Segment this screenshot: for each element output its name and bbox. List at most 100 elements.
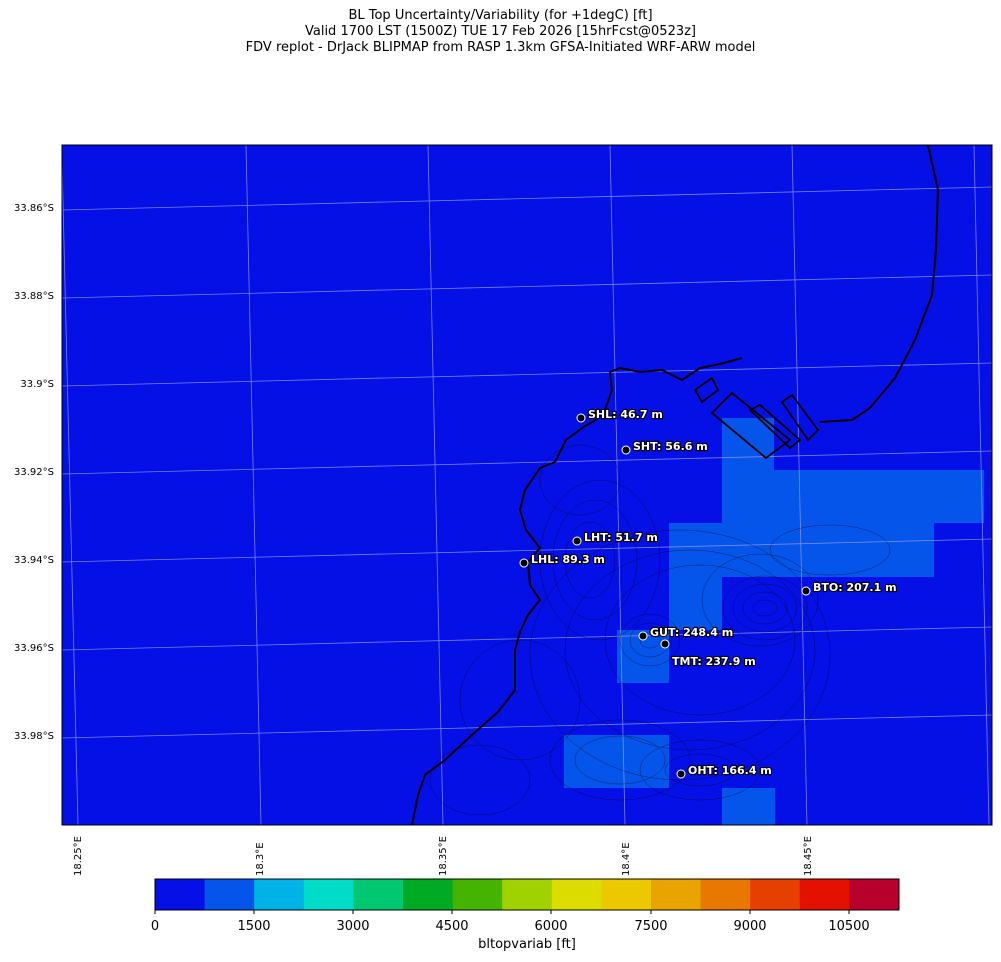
station-lht[interactable]: LHT: 51.7 m: [572, 530, 659, 546]
colorbar-cell: [700, 879, 751, 910]
colorbar-cell: [403, 879, 454, 910]
colorbar-cell: [551, 879, 602, 910]
station-marker[interactable]: [638, 631, 648, 641]
station-label: LHL: 89.3 m: [531, 553, 605, 566]
lat-label: 33.98°S: [14, 731, 54, 742]
lat-gridline: [62, 538, 992, 563]
lat-label: 33.86°S: [14, 203, 54, 214]
station-label: LHT: 51.7 m: [584, 531, 658, 544]
station-tmt[interactable]: TMT: 237.9 m: [660, 639, 757, 669]
colorbar-label: bltopvariab [ft]: [478, 937, 576, 952]
colorbar-ticks: [154, 910, 850, 914]
field-patch: [722, 470, 984, 523]
field-patch: [564, 735, 669, 788]
harbour-outlines: [693, 376, 820, 460]
station-label: GUT: 248.4 m: [650, 626, 733, 639]
colorbar-cell: [452, 879, 503, 910]
colorbar-tick-label: 9000: [733, 919, 766, 934]
longitude-labels: 18.25°E 18.3°E 18.35°E 18.4°E 18.45°E: [73, 836, 814, 876]
title-line-3: FDV replot - DrJack BLIPMAP from RASP 1.…: [245, 40, 756, 55]
stations: SHL: 46.7 m SHT: 56.6 m LHT: 51.7 m LHL:…: [519, 407, 898, 779]
harbour-pier: [780, 393, 820, 442]
colorbar-tick-label: 10500: [828, 919, 869, 934]
colorbar-cell: [849, 879, 900, 910]
lat-gridline: [62, 626, 992, 651]
latitude-labels: 33.86°S 33.88°S 33.9°S 33.92°S 33.94°S 3…: [14, 203, 54, 742]
lon-label: 18.3°E: [255, 842, 266, 876]
lat-gridline: [62, 186, 992, 211]
title-line-1: BL Top Uncertainty/Variability (for +1de…: [348, 8, 653, 23]
colorbar-tick-label: 6000: [534, 919, 567, 934]
station-marker[interactable]: [801, 586, 811, 596]
map-title: BL Top Uncertainty/Variability (for +1de…: [0, 8, 1001, 56]
lat-label: 33.88°S: [14, 291, 54, 302]
colorbar-cell: [303, 879, 354, 910]
colorbar-tick-labels: 0 1500 3000 4500 6000 7500 9000 10500: [151, 919, 870, 934]
lat-gridline: [62, 274, 992, 299]
station-label: OHT: 166.4 m: [688, 764, 772, 777]
colorbar: 0 1500 3000 4500 6000 7500 9000 10500 bl…: [151, 878, 900, 952]
colorbar-tick-label: 0: [151, 919, 159, 934]
station-bto[interactable]: BTO: 207.1 m: [801, 580, 898, 596]
colorbar-cell: [651, 879, 702, 910]
lon-label: 18.35°E: [438, 836, 449, 876]
colorbar-cells: [155, 879, 900, 910]
station-label: SHL: 46.7 m: [588, 408, 663, 421]
colorbar-cell: [502, 879, 553, 910]
lon-gridline: [427, 145, 444, 825]
station-gut[interactable]: GUT: 248.4 m: [638, 625, 734, 641]
lon-gridline: [62, 159, 79, 825]
coastline-path: [819, 145, 940, 423]
colorbar-tick-label: 3000: [336, 919, 369, 934]
colorbar-cell: [155, 879, 206, 910]
coastline: [411, 145, 940, 825]
title-line-2: Valid 1700 LST (1500Z) TUE 17 Feb 2026 […: [304, 24, 697, 39]
field-patch: [669, 576, 722, 630]
colorbar-cell: [353, 879, 404, 910]
lon-gridline: [973, 145, 990, 825]
colorbar-cell: [254, 879, 305, 910]
station-marker[interactable]: [660, 639, 670, 649]
station-marker[interactable]: [676, 769, 686, 779]
station-oht[interactable]: OHT: 166.4 m: [676, 763, 773, 779]
terrain-contours: [429, 444, 891, 816]
lat-label: 33.94°S: [14, 555, 54, 566]
lon-label: 18.45°E: [803, 836, 814, 876]
colorbar-cell: [750, 879, 801, 910]
coastline-path: [411, 357, 743, 825]
colorbar-cell: [204, 879, 255, 910]
lat-label: 33.9°S: [20, 379, 54, 390]
harbour-pier: [693, 376, 720, 404]
lon-gridline: [609, 145, 626, 825]
lon-gridline: [791, 145, 808, 825]
station-shl[interactable]: SHL: 46.7 m: [576, 407, 664, 423]
lat-label: 33.96°S: [14, 643, 54, 654]
colorbar-tick-label: 7500: [634, 919, 667, 934]
colorbar-tick-label: 1500: [237, 919, 270, 934]
station-lhl[interactable]: LHL: 89.3 m: [519, 552, 606, 568]
lon-label: 18.25°E: [73, 836, 84, 876]
lat-gridline: [62, 714, 992, 739]
station-marker[interactable]: [621, 445, 631, 455]
station-marker[interactable]: [519, 558, 529, 568]
colorbar-frame: [154, 878, 900, 911]
lon-label: 18.4°E: [621, 842, 632, 876]
harbour-pier: [710, 391, 792, 460]
map-panel: SHL: 46.7 m SHT: 56.6 m LHT: 51.7 m LHL:…: [62, 145, 992, 825]
station-marker[interactable]: [572, 536, 582, 546]
colorbar-tick-label: 4500: [435, 919, 468, 934]
graticule: [62, 145, 992, 825]
station-label: TMT: 237.9 m: [672, 655, 756, 668]
lat-gridline: [62, 450, 992, 475]
colorbar-cell: [601, 879, 652, 910]
lon-gridline: [245, 145, 262, 825]
station-label: SHT: 56.6 m: [633, 440, 708, 453]
colorbar-cell: [799, 879, 850, 910]
station-sht[interactable]: SHT: 56.6 m: [621, 439, 709, 455]
harbour-pier: [748, 403, 802, 450]
map-frame: [61, 144, 993, 826]
field-patch: [722, 418, 774, 471]
station-marker[interactable]: [576, 413, 586, 423]
station-label: BTO: 207.1 m: [813, 581, 897, 594]
